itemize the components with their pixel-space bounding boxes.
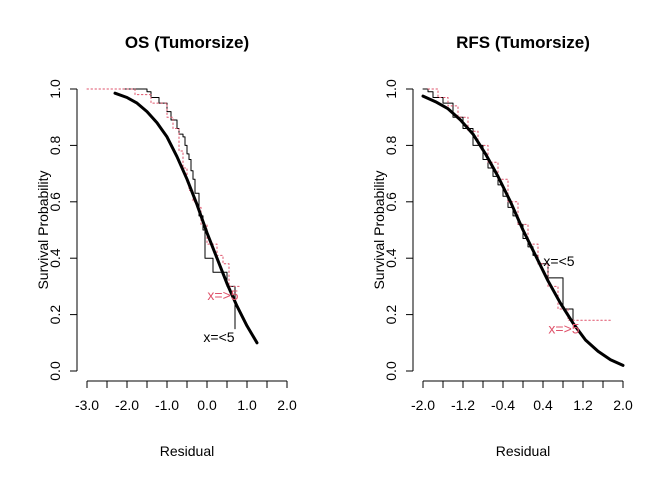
curve-annotation: x=>5 [548,321,579,337]
y-tick-label: 0.2 [383,305,399,325]
y-tick-label: 0.8 [47,135,63,155]
chart-panel-2: RFS (Tumorsize) Residual Survival Probabil… [371,33,633,459]
y-tick-label: 0.8 [383,135,399,155]
y-tick-label: 0.0 [383,361,399,381]
x-tick-label: -2.0 [115,397,139,413]
y-axis-label: Survival Probability [371,170,387,289]
chart-title: OS (Tumorsize) [125,33,249,52]
y-tick-label: 0.6 [47,192,63,212]
x-tick-label: -1.2 [451,397,475,413]
x-tick-label: 1.0 [237,397,257,413]
chart-panel-1: OS (Tumorsize) Residual Survival Probabili… [35,33,297,459]
y-tick-label: 0.4 [47,248,63,268]
y-tick-label: 1.0 [47,79,63,99]
x-tick-label: -2.0 [411,397,435,413]
y-tick-label: 0.2 [47,305,63,325]
x-tick-label: -3.0 [75,397,99,413]
fitted-survival-curve [421,94,625,367]
chart-title: RFS (Tumorsize) [456,33,590,52]
y-tick-label: 0.0 [47,361,63,381]
km-curve-ge5 [86,88,242,287]
x-tick-label: -0.4 [491,397,515,413]
curve-annotation: x=<5 [203,329,234,345]
y-tick-label: 1.0 [383,79,399,99]
y-tick-label: 0.4 [383,248,399,268]
y-tick-label: 0.6 [383,192,399,212]
x-tick-label: 2.0 [277,397,297,413]
x-tick-label: 2.0 [613,397,633,413]
km-curve-ge5 [427,88,611,321]
x-axis-label: Residual [496,443,550,459]
km-curve-lt5 [122,88,236,330]
x-tick-label: -1.0 [155,397,179,413]
x-axis-label: Residual [160,443,214,459]
y-axis-label: Survival Probability [35,170,51,289]
x-tick-label: 0.0 [197,397,217,413]
curve-annotation: x=<5 [543,253,574,269]
fitted-survival-curve [113,91,259,345]
x-tick-label: 1.2 [573,397,593,413]
curve-annotation: x=>5 [207,287,238,303]
x-tick-label: 0.4 [533,397,553,413]
